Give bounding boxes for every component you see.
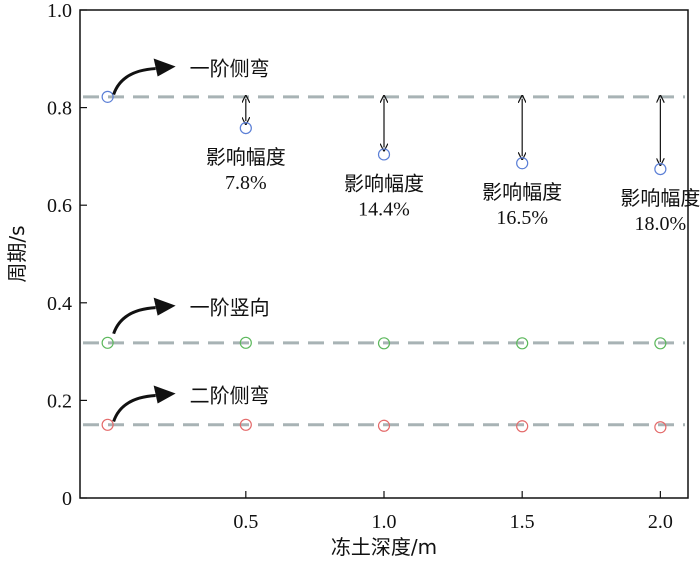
data-point	[101, 336, 114, 349]
data-point	[377, 337, 391, 350]
data-point	[654, 162, 667, 176]
x-tick-label: 1.0	[372, 511, 397, 533]
impact-label: 影响幅度	[620, 186, 700, 210]
x-tick-label: 0.5	[233, 511, 258, 533]
impact-label: 影响幅度	[344, 171, 424, 195]
impact-label: 影响幅度	[482, 180, 562, 204]
data-point	[654, 337, 667, 350]
y-tick-label: 0.4	[47, 293, 72, 315]
impact-annotations: 影响幅度 7.8% 影响幅度 14.4% 影响幅度 16.5% 影响幅度 18.0%	[206, 99, 700, 235]
data-point	[516, 420, 529, 433]
data-point	[516, 157, 529, 170]
data-point	[654, 421, 667, 434]
x-tick-label: 1.5	[510, 511, 535, 533]
series-arrowhead	[153, 58, 176, 77]
y-axis-title: 周期/s	[5, 225, 29, 282]
y-tick-label: 0.6	[47, 195, 72, 217]
impact-label: 影响幅度	[206, 145, 286, 169]
impact-value: 16.5%	[496, 207, 548, 229]
x-axis-title: 冻土深度/m	[331, 535, 437, 559]
series-arrowhead	[153, 297, 176, 316]
data-point	[239, 336, 252, 349]
x-axis-ticks: 0.5 1.0 1.5 2.0	[233, 491, 673, 533]
data-points	[101, 90, 667, 434]
y-tick-label: 0.8	[47, 98, 72, 120]
data-point	[377, 419, 391, 432]
y-tick-label: 0	[62, 488, 72, 510]
x-tick-label: 2.0	[648, 511, 673, 533]
series-label: 二阶侧弯	[190, 384, 270, 408]
data-point	[101, 90, 114, 103]
data-point	[101, 418, 114, 431]
impact-value: 7.8%	[225, 172, 267, 194]
series-label: 一阶侧弯	[190, 57, 270, 81]
y-tick-label: 1.0	[47, 0, 72, 22]
series-arrow	[112, 306, 156, 335]
data-point	[239, 418, 252, 431]
impact-value: 14.4%	[358, 198, 410, 220]
impact-value: 18.0%	[635, 213, 687, 235]
series-arrow	[112, 394, 156, 423]
data-point	[516, 337, 529, 350]
data-point	[377, 148, 391, 161]
series-arrow	[112, 67, 156, 96]
y-tick-label: 0.2	[47, 390, 72, 412]
y-axis-ticks: 0 0.2 0.4 0.6 0.8 1.0	[47, 0, 87, 510]
series-arrowhead	[153, 385, 176, 404]
series-label: 一阶竖向	[190, 296, 270, 320]
data-point	[239, 121, 252, 135]
